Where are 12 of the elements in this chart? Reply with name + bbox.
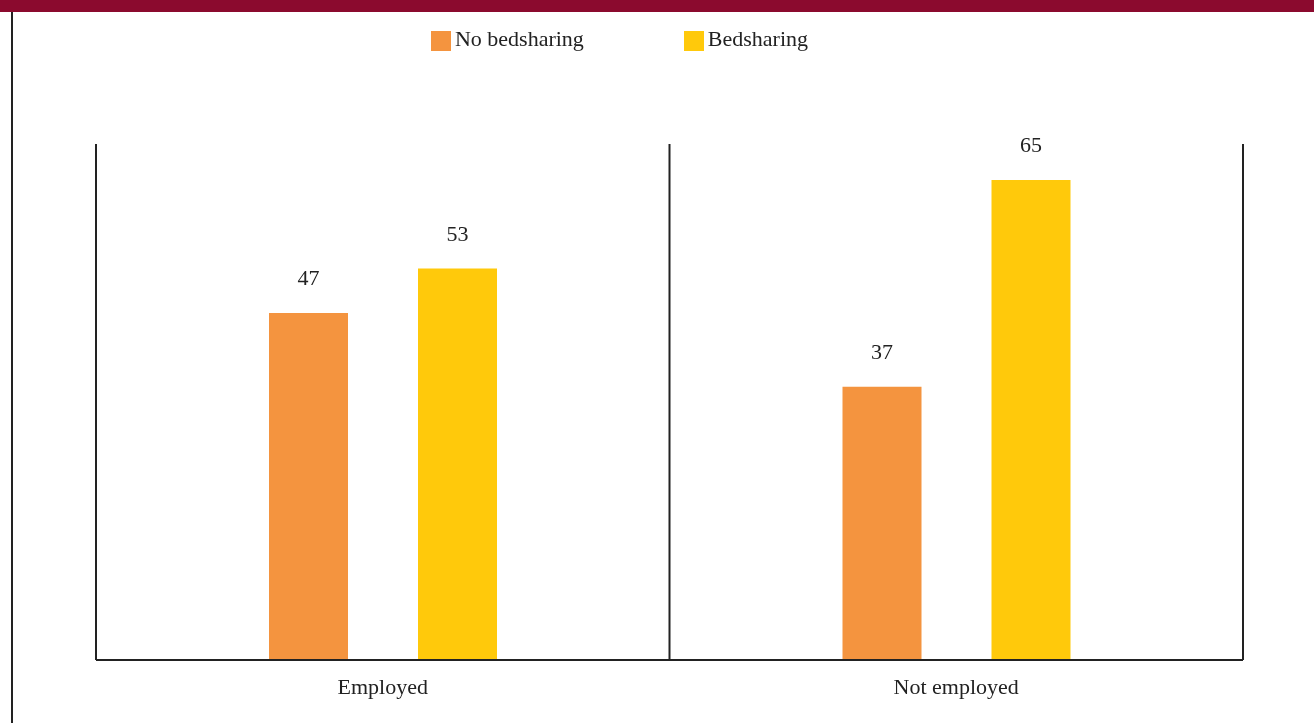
data-label: 37	[871, 338, 893, 364]
bar	[991, 180, 1071, 660]
x-tick-label: Employed	[337, 673, 428, 699]
x-tick-label: Not employed	[893, 673, 1019, 699]
bar	[842, 386, 922, 660]
data-label: 53	[446, 220, 469, 246]
legend-label: No bedsharing	[454, 26, 584, 51]
legend-label: Bedsharing	[707, 26, 809, 51]
bar	[269, 312, 348, 660]
data-label: 65	[1020, 132, 1042, 157]
bar	[418, 268, 497, 660]
data-label: 47	[297, 264, 320, 290]
